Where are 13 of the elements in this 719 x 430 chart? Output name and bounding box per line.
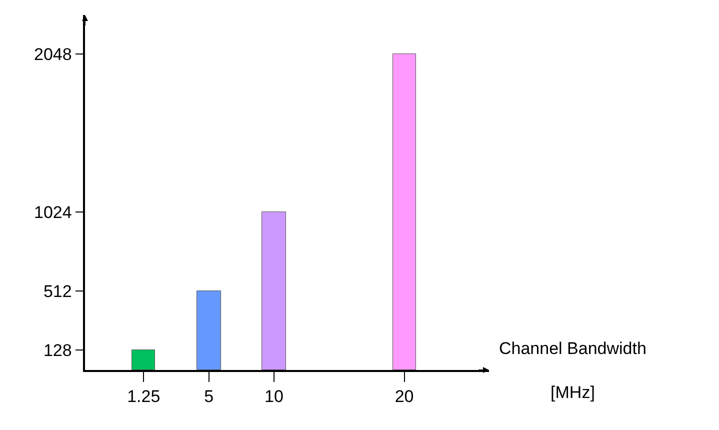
y-tick-label: 512 (43, 282, 72, 301)
bar (196, 290, 221, 370)
x-tick-label: 20 (394, 387, 414, 406)
y-tick-label: 2048 (34, 44, 72, 64)
x-tick-label: 10 (264, 387, 284, 406)
x-tick-label: 5 (204, 387, 214, 406)
x-tick-label: 1.25 (127, 387, 160, 406)
bar (132, 350, 155, 370)
y-tick-label: 1024 (34, 202, 72, 222)
bar (392, 54, 416, 370)
y-tick-label: 128 (43, 341, 72, 360)
bar (262, 212, 286, 370)
text: Channel Bandwidth [MHz] (499, 339, 646, 402)
